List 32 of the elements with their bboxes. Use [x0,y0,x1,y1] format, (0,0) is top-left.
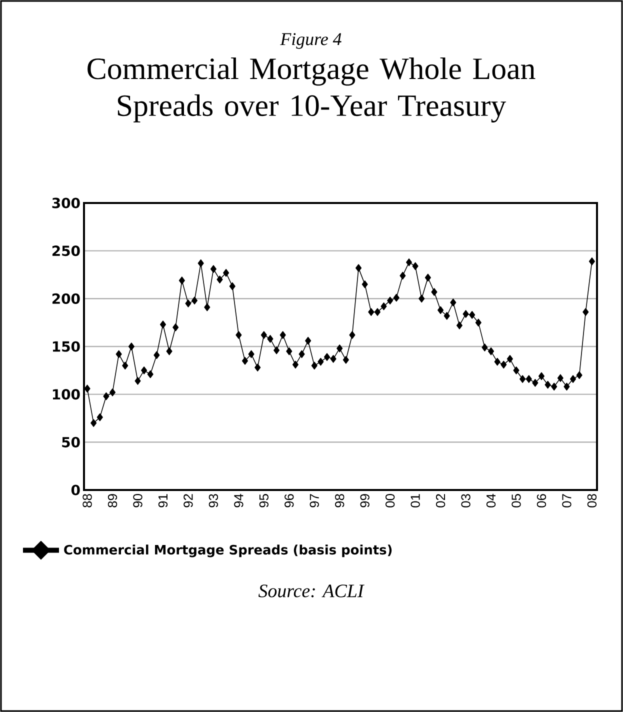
x-tick-label: 93 [208,494,218,508]
x-tick-label: 88 [82,494,92,508]
legend-label: Commercial Mortgage Spreads (basis points) [64,544,392,558]
x-tick-label: 91 [158,494,168,508]
x-tick-label: 01 [410,494,420,508]
x-tick-label: 94 [234,494,244,508]
y-tick-label: 100 [52,389,80,400]
x-tick-label: 96 [284,494,294,508]
x-tick-label: 02 [436,494,446,508]
x-tick-label: 95 [259,494,268,508]
x-tick-label: 06 [536,494,546,508]
chart-title: Commercial Mortgage Whole Loan Spreads over 10-Year Treasury [88,58,536,122]
x-tick-label: 90 [133,494,142,508]
x-tick-label: 05 [512,494,521,508]
x-tick-label: 92 [184,494,193,508]
x-tick-label: 08 [587,494,597,508]
x-tick-label: 89 [108,494,118,508]
x-tick-label: 03 [461,494,470,508]
x-tick-label: 98 [335,494,344,508]
y-tick-label: 0 [71,484,80,496]
y-tick-label: 300 [52,198,80,208]
y-tick-label: 50 [62,436,80,448]
x-tick-label: 99 [360,494,370,508]
y-tick-label: 150 [52,341,80,352]
x-tick-label: 07 [562,494,572,508]
x-tick-label: 97 [310,494,319,508]
x-tick-label: 00 [385,494,395,508]
y-tick-label: 200 [52,293,80,304]
source-note: Source: ACLI [258,584,364,598]
chart-subtitle: Figure 4 [280,33,342,49]
x-tick-label: 04 [486,494,496,508]
y-tick-label: 250 [52,246,80,256]
